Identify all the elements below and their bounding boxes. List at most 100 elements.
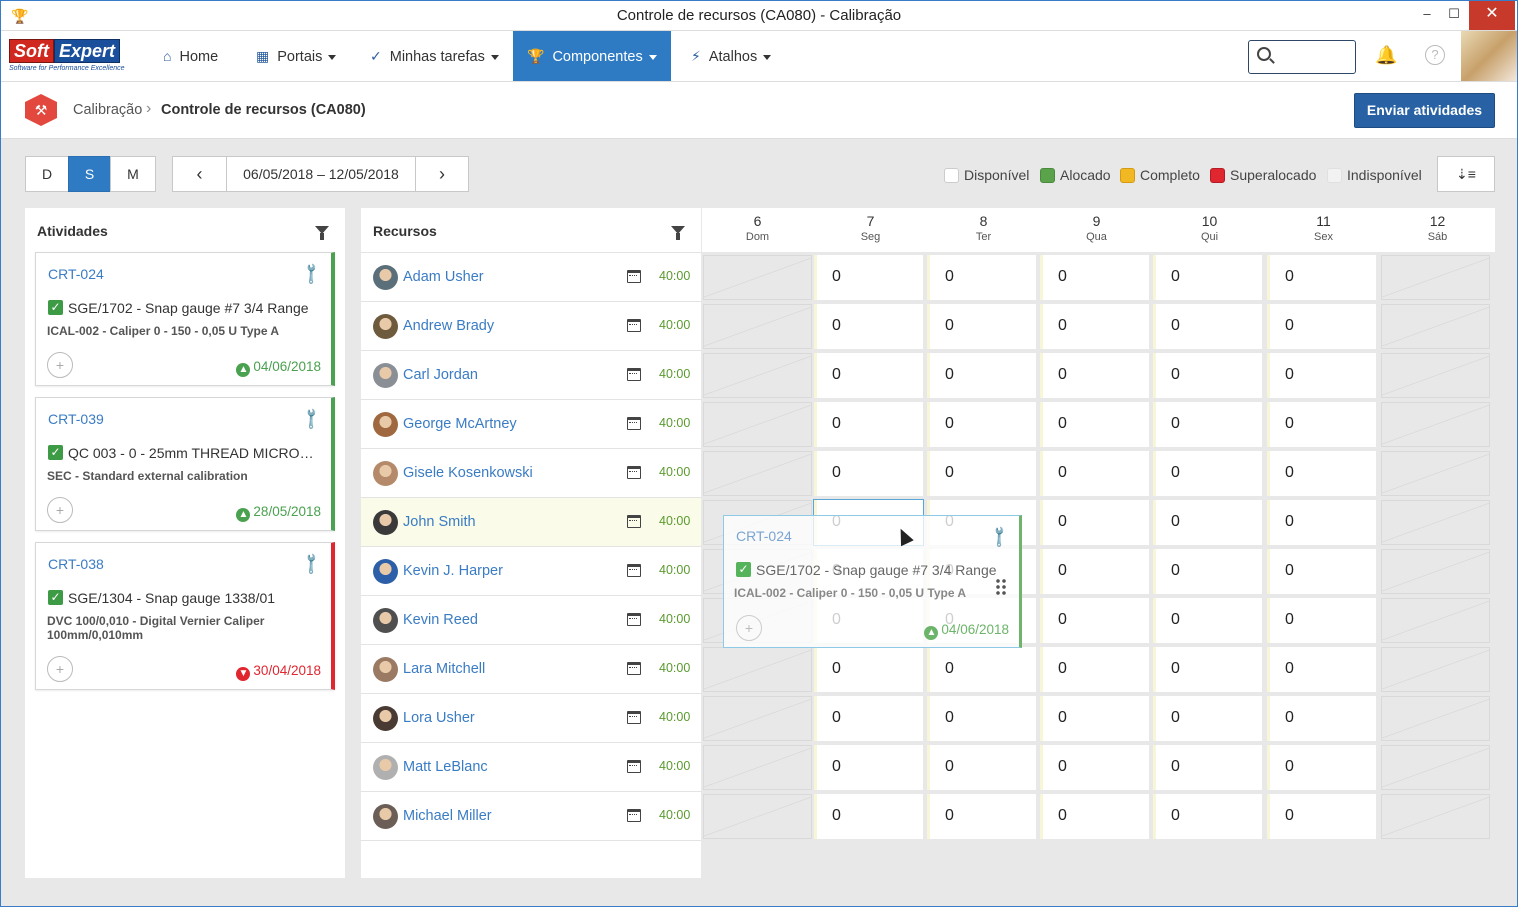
resource-row[interactable]: George McArtney 40:00: [361, 400, 701, 449]
resource-row[interactable]: Lora Usher 40:00: [361, 694, 701, 743]
view-month-button[interactable]: M: [110, 156, 156, 192]
add-icon[interactable]: +: [47, 352, 73, 378]
sort-button[interactable]: ⇣≡: [1437, 156, 1495, 192]
allocation-cell[interactable]: 0: [927, 402, 1036, 447]
calendar-icon[interactable]: [627, 613, 641, 626]
bell-icon[interactable]: 🔔: [1375, 45, 1398, 65]
resource-row[interactable]: John Smith 40:00: [361, 498, 701, 547]
allocation-cell[interactable]: 0: [1153, 647, 1262, 692]
nav-home[interactable]: ⌂ Home: [149, 31, 232, 81]
resource-row[interactable]: Carl Jordan 40:00: [361, 351, 701, 400]
allocation-cell[interactable]: 0: [1153, 451, 1262, 496]
nav-minhas-tarefas[interactable]: ✓ Minhas tarefas: [356, 31, 513, 81]
activity-code[interactable]: CRT-024: [48, 266, 104, 282]
search-field[interactable]: [1248, 40, 1356, 74]
calendar-icon[interactable]: [627, 319, 641, 332]
softexpert-logo[interactable]: Soft Expert Software for Performance Exce…: [9, 39, 141, 75]
calendar-icon[interactable]: [627, 368, 641, 381]
nav-componentes[interactable]: 🏆 Componentes: [513, 31, 671, 81]
resource-name[interactable]: Kevin Reed: [403, 612, 478, 628]
resource-name[interactable]: Andrew Brady: [403, 318, 495, 334]
resource-row[interactable]: Michael Miller 40:00: [361, 792, 701, 841]
allocation-cell[interactable]: 0: [1153, 696, 1262, 741]
allocation-cell[interactable]: 0: [1267, 598, 1376, 643]
activity-code[interactable]: CRT-039: [48, 411, 104, 427]
allocation-cell[interactable]: 0: [1040, 549, 1149, 594]
allocation-cell[interactable]: 0: [1267, 304, 1376, 349]
calendar-icon[interactable]: [627, 809, 641, 822]
allocation-cell[interactable]: 0: [1267, 500, 1376, 545]
resource-row[interactable]: Adam Usher 40:00: [361, 253, 701, 302]
allocation-cell[interactable]: 0: [814, 794, 923, 839]
allocation-cell[interactable]: 0: [927, 304, 1036, 349]
allocation-cell[interactable]: 0: [814, 353, 923, 398]
allocation-cell[interactable]: 0: [814, 647, 923, 692]
allocation-cell[interactable]: 0: [927, 794, 1036, 839]
resource-name[interactable]: John Smith: [403, 514, 476, 530]
allocation-cell[interactable]: 0: [1040, 255, 1149, 300]
calendar-icon[interactable]: [627, 466, 641, 479]
calendar-icon[interactable]: [627, 564, 641, 577]
nav-atalhos[interactable]: ⚡ Atalhos: [677, 31, 785, 81]
resource-name[interactable]: Lara Mitchell: [403, 661, 486, 677]
allocation-cell[interactable]: 0: [1267, 402, 1376, 447]
allocation-cell[interactable]: 0: [1153, 500, 1262, 545]
calendar-icon[interactable]: [627, 662, 641, 675]
maximize-button[interactable]: ☐: [1448, 6, 1460, 21]
activity-code[interactable]: CRT-038: [48, 556, 104, 572]
allocation-cell[interactable]: 0: [1267, 794, 1376, 839]
view-week-button[interactable]: S: [68, 156, 111, 192]
filter-icon[interactable]: [315, 226, 329, 240]
calendar-icon[interactable]: [627, 515, 641, 528]
allocation-cell[interactable]: 0: [1040, 598, 1149, 643]
activity-card[interactable]: CRT-024 🔧 ✓ SGE/1702 - Snap gauge #7 3/4…: [35, 252, 335, 386]
allocation-cell[interactable]: 0: [1153, 255, 1262, 300]
nav-portais[interactable]: ▦ Portais: [242, 31, 350, 81]
resource-name[interactable]: George McArtney: [403, 416, 517, 432]
calendar-icon[interactable]: [627, 270, 641, 283]
allocation-cell[interactable]: 0: [1040, 647, 1149, 692]
allocation-cell[interactable]: 0: [1267, 696, 1376, 741]
resource-row[interactable]: Andrew Brady 40:00: [361, 302, 701, 351]
checkbox-icon[interactable]: ✓: [48, 300, 63, 315]
allocation-cell[interactable]: 0: [814, 696, 923, 741]
resource-row[interactable]: Kevin J. Harper 40:00: [361, 547, 701, 596]
allocation-cell[interactable]: 0: [814, 304, 923, 349]
allocation-cell[interactable]: 0: [814, 255, 923, 300]
user-avatar[interactable]: [1461, 31, 1517, 81]
send-activities-button[interactable]: Enviar atividades: [1354, 93, 1495, 128]
allocation-cell[interactable]: 0: [1267, 745, 1376, 790]
breadcrumb-parent[interactable]: Calibração: [73, 102, 143, 118]
allocation-cell[interactable]: 0: [1153, 745, 1262, 790]
allocation-cell[interactable]: 0: [1040, 402, 1149, 447]
allocation-cell[interactable]: 0: [1040, 353, 1149, 398]
resource-name[interactable]: Carl Jordan: [403, 367, 478, 383]
allocation-cell[interactable]: 0: [1267, 549, 1376, 594]
date-range-display[interactable]: 06/05/2018 – 12/05/2018: [226, 156, 416, 192]
allocation-cell[interactable]: 0: [1153, 794, 1262, 839]
allocation-cell[interactable]: 0: [1267, 647, 1376, 692]
allocation-cell[interactable]: 0: [1153, 598, 1262, 643]
allocation-cell[interactable]: 0: [814, 745, 923, 790]
resource-row[interactable]: Gisele Kosenkowski 40:00: [361, 449, 701, 498]
allocation-cell[interactable]: 0: [1267, 353, 1376, 398]
resource-row[interactable]: Kevin Reed 40:00: [361, 596, 701, 645]
allocation-cell[interactable]: 0: [1040, 500, 1149, 545]
allocation-cell[interactable]: 0: [1040, 745, 1149, 790]
allocation-cell[interactable]: 0: [1153, 549, 1262, 594]
resource-name[interactable]: Matt LeBlanc: [403, 759, 488, 775]
allocation-cell[interactable]: 0: [927, 745, 1036, 790]
prev-week-button[interactable]: ‹: [172, 156, 227, 192]
calendar-icon[interactable]: [627, 760, 641, 773]
allocation-cell[interactable]: 0: [1267, 451, 1376, 496]
allocation-cell[interactable]: 0: [927, 451, 1036, 496]
calendar-icon[interactable]: [627, 711, 641, 724]
resource-name[interactable]: Adam Usher: [403, 269, 484, 285]
add-icon[interactable]: +: [47, 656, 73, 682]
resource-name[interactable]: Gisele Kosenkowski: [403, 465, 533, 481]
activity-card[interactable]: CRT-039 🔧 ✓ QC 003 - 0 - 25mm THREAD MIC…: [35, 397, 335, 531]
help-icon[interactable]: ?: [1425, 45, 1445, 65]
checkbox-icon[interactable]: ✓: [48, 445, 63, 460]
calendar-icon[interactable]: [627, 417, 641, 430]
allocation-cell[interactable]: 0: [927, 647, 1036, 692]
